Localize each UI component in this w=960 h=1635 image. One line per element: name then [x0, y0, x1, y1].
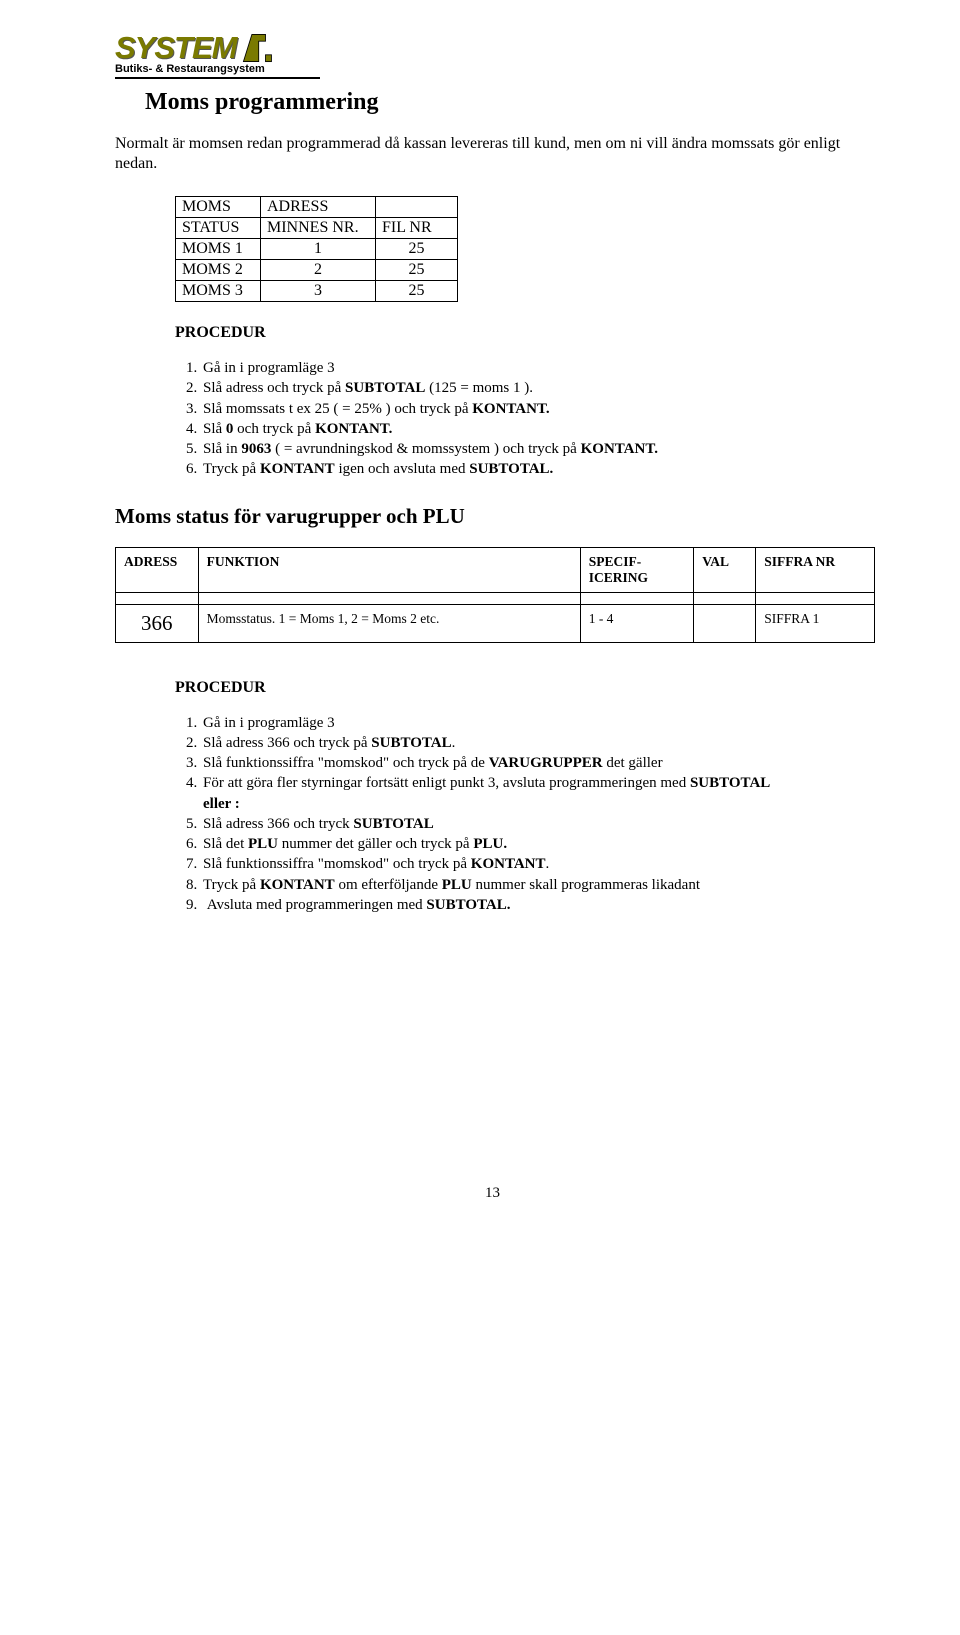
list-item: Avsluta med programmeringen med SUBTOTAL…: [201, 895, 870, 915]
intro-paragraph: Normalt är momsen redan programmerad då …: [115, 134, 870, 174]
list-item: Slå funktionssiffra "momskod" och tryck …: [201, 854, 870, 874]
list-item: Tryck på KONTANT igen och avsluta med SU…: [201, 459, 870, 479]
page-number: 13: [115, 1185, 870, 1202]
logo-one-icon: [240, 31, 274, 65]
table-row: MOMS 1 1 25: [176, 239, 458, 260]
procedure-list-1: Gå in i programläge 3 Slå adress och try…: [179, 358, 870, 480]
procedure-list-2: Gå in i programläge 3 Slå adress 366 och…: [179, 713, 870, 916]
cell: 25: [376, 281, 458, 302]
col-head-siffra: SIFFRA NR: [756, 547, 875, 592]
col-head-spec: SPECIF-ICERING: [580, 547, 694, 592]
cell: 1: [261, 239, 376, 260]
procedure-heading-1: PROCEDUR: [175, 324, 870, 342]
cell: STATUS: [176, 218, 261, 239]
list-item: Slå 0 och tryck på KONTANT.: [201, 419, 870, 439]
list-item: För att göra fler styrningar fortsätt en…: [201, 773, 870, 814]
cell: 3: [261, 281, 376, 302]
table-row: MOMS 3 3 25: [176, 281, 458, 302]
col-head-address: ADRESS: [116, 547, 199, 592]
table-row: MOMS ADRESS: [176, 197, 458, 218]
cell: [376, 197, 458, 218]
list-item: Slå adress 366 och tryck på SUBTOTAL.: [201, 733, 870, 753]
cell: ADRESS: [261, 197, 376, 218]
cell-funktion: Momsstatus. 1 = Moms 1, 2 = Moms 2 etc.: [198, 604, 580, 642]
cell: FIL NR: [376, 218, 458, 239]
cell-address: 366: [116, 604, 199, 642]
list-item: Slå in 9063 ( = avrundningskod & momssys…: [201, 439, 870, 459]
list-item: Gå in i programläge 3: [201, 358, 870, 378]
cell: 2: [261, 260, 376, 281]
cell: MOMS 2: [176, 260, 261, 281]
cell: MOMS 1: [176, 239, 261, 260]
table-header-row: ADRESS FUNKTION SPECIF-ICERING VAL SIFFR…: [116, 547, 875, 592]
logo-top: SYSTEM: [115, 30, 870, 66]
cell-siffra: SIFFRA 1: [756, 604, 875, 642]
col-head-val: VAL: [694, 547, 756, 592]
table-spacer-row: [116, 592, 875, 604]
col-head-funktion: FUNKTION: [198, 547, 580, 592]
moms-address-table: MOMS ADRESS STATUS MINNES NR. FIL NR MOM…: [175, 196, 458, 302]
cell-val: [694, 604, 756, 642]
list-item: Tryck på KONTANT om efterföljande PLU nu…: [201, 875, 870, 895]
procedure-heading-2: PROCEDUR: [175, 679, 870, 697]
list-item: Slå funktionssiffra "momskod" och tryck …: [201, 753, 870, 773]
cell: 25: [376, 260, 458, 281]
table-row: MOMS 2 2 25: [176, 260, 458, 281]
table-row: 366 Momsstatus. 1 = Moms 1, 2 = Moms 2 e…: [116, 604, 875, 642]
table-row: STATUS MINNES NR. FIL NR: [176, 218, 458, 239]
cell-spec: 1 - 4: [580, 604, 694, 642]
cell: 25: [376, 239, 458, 260]
list-item: Slå adress och tryck på SUBTOTAL (125 = …: [201, 378, 870, 398]
logo-text: SYSTEM: [115, 30, 236, 66]
cell: MOMS: [176, 197, 261, 218]
page: SYSTEM Butiks- & Restaurangsystem Moms p…: [0, 0, 960, 1242]
function-table: ADRESS FUNKTION SPECIF-ICERING VAL SIFFR…: [115, 547, 875, 643]
subheading: Moms status för varugrupper och PLU: [115, 504, 870, 529]
list-item: Slå det PLU nummer det gäller och tryck …: [201, 834, 870, 854]
cell: MOMS 3: [176, 281, 261, 302]
page-title: Moms programmering: [145, 89, 870, 116]
cell: MINNES NR.: [261, 218, 376, 239]
logo-block: SYSTEM Butiks- & Restaurangsystem: [115, 30, 870, 79]
list-item: Gå in i programläge 3: [201, 713, 870, 733]
list-item: Slå adress 366 och tryck SUBTOTAL: [201, 814, 870, 834]
list-item: Slå momssats t ex 25 ( = 25% ) och tryck…: [201, 399, 870, 419]
logo-subtitle: Butiks- & Restaurangsystem: [115, 63, 320, 79]
